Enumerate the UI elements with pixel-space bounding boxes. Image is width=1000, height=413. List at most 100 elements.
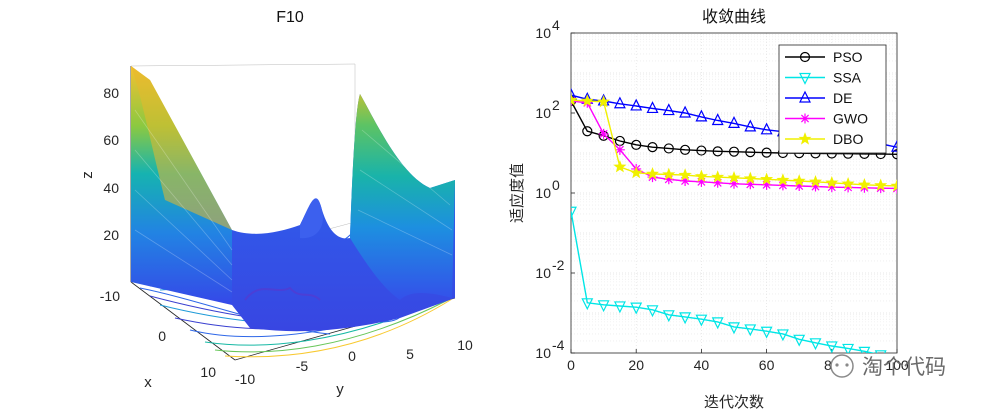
legend-label: GWO xyxy=(833,111,868,127)
data-point xyxy=(680,175,691,186)
x-tick-label: 20 xyxy=(628,357,644,373)
data-point xyxy=(809,338,822,351)
data-point xyxy=(629,165,643,179)
data-point xyxy=(679,105,692,118)
data-point xyxy=(645,167,660,180)
data-point xyxy=(662,310,675,323)
surface-title: F10 xyxy=(276,9,304,26)
data-point xyxy=(679,144,691,155)
x-tick-label: 40 xyxy=(694,357,710,373)
x-tick-label: -10 xyxy=(100,288,120,304)
x-tick-label: 60 xyxy=(759,357,775,373)
data-point xyxy=(874,350,887,353)
data-point xyxy=(571,93,578,106)
data-point xyxy=(728,116,740,128)
data-point xyxy=(580,94,594,107)
legend-marker xyxy=(799,90,811,103)
data-point xyxy=(761,147,772,158)
legend-box xyxy=(778,44,887,154)
legend-entry: SSA xyxy=(785,70,862,86)
data-point xyxy=(744,324,757,337)
legend-label: PSO xyxy=(833,49,863,65)
x-tick-label: 10 xyxy=(200,364,216,380)
data-point xyxy=(728,146,740,157)
data-point xyxy=(614,144,625,155)
legend-marker xyxy=(799,51,811,63)
data-point xyxy=(663,143,674,154)
data-point xyxy=(744,119,757,132)
data-point xyxy=(597,94,611,108)
series-dbo xyxy=(571,93,897,192)
y-tick-exponent: 0 xyxy=(552,177,560,193)
legend-label: SSA xyxy=(833,70,862,86)
x-tick-label: 0 xyxy=(567,357,575,373)
z-tick-label: 20 xyxy=(103,227,119,243)
y-tick-label: 10 xyxy=(535,265,551,281)
data-point xyxy=(571,206,577,219)
data-point xyxy=(646,305,659,318)
legend-marker xyxy=(799,72,811,85)
legend-entry: GWO xyxy=(785,111,868,127)
data-point xyxy=(647,172,658,183)
z-tick-label: 40 xyxy=(103,180,119,196)
data-point xyxy=(760,122,773,135)
y-tick-label: -10 xyxy=(235,371,255,387)
y-tick-label: 10 xyxy=(535,345,551,361)
data-point xyxy=(776,329,789,342)
data-point xyxy=(794,180,805,191)
legend-label: DE xyxy=(833,90,852,106)
data-point xyxy=(810,181,821,192)
y-tick-label: 10 xyxy=(535,25,551,41)
data-point xyxy=(857,177,871,191)
legend-entry: DE xyxy=(785,90,852,106)
data-point xyxy=(825,175,839,189)
data-point xyxy=(631,139,642,150)
data-point xyxy=(825,341,838,353)
series-gwo xyxy=(571,95,897,194)
data-point xyxy=(711,113,724,126)
data-point xyxy=(874,178,888,191)
legend-label: DBO xyxy=(833,131,863,147)
data-point xyxy=(613,301,626,314)
data-point xyxy=(695,109,708,122)
data-point xyxy=(581,298,594,311)
data-point xyxy=(630,98,643,111)
chat-bubble-icon xyxy=(830,354,854,378)
convergence-y-label: 适应度值 xyxy=(508,163,526,223)
x-tick-label: 100 xyxy=(885,357,909,373)
data-point xyxy=(647,142,658,153)
data-point xyxy=(712,177,723,188)
y-tick-label: 5 xyxy=(406,346,414,362)
legend-entry: DBO xyxy=(785,131,863,147)
series-ssa xyxy=(571,206,887,353)
surface-plot: F10 xyxy=(79,9,473,398)
y-tick-exponent: -4 xyxy=(552,337,565,353)
data-point xyxy=(793,334,806,347)
y-tick-exponent: -2 xyxy=(552,257,565,273)
data-point xyxy=(761,179,772,190)
data-point xyxy=(646,101,659,114)
data-point xyxy=(694,169,708,183)
data-point xyxy=(696,176,707,187)
x-axis-label: x xyxy=(144,374,152,391)
data-point xyxy=(858,346,871,353)
data-point xyxy=(613,96,626,109)
data-point xyxy=(826,182,837,193)
data-point xyxy=(678,168,692,181)
legend-entry: PSO xyxy=(785,49,863,65)
series-line xyxy=(571,211,876,353)
watermark: 淘个代码 xyxy=(830,354,946,379)
y-tick-label: 10 xyxy=(535,105,551,121)
y-tick-exponent: 4 xyxy=(552,17,560,33)
data-point xyxy=(711,317,724,330)
convergence-x-label: 迭代次数 xyxy=(704,393,764,411)
data-point xyxy=(663,174,674,185)
x-ticks: 020406080100 xyxy=(567,349,909,373)
legend-marker xyxy=(800,113,810,124)
data-point xyxy=(712,146,723,157)
data-point xyxy=(776,173,790,186)
data-point xyxy=(597,300,610,313)
